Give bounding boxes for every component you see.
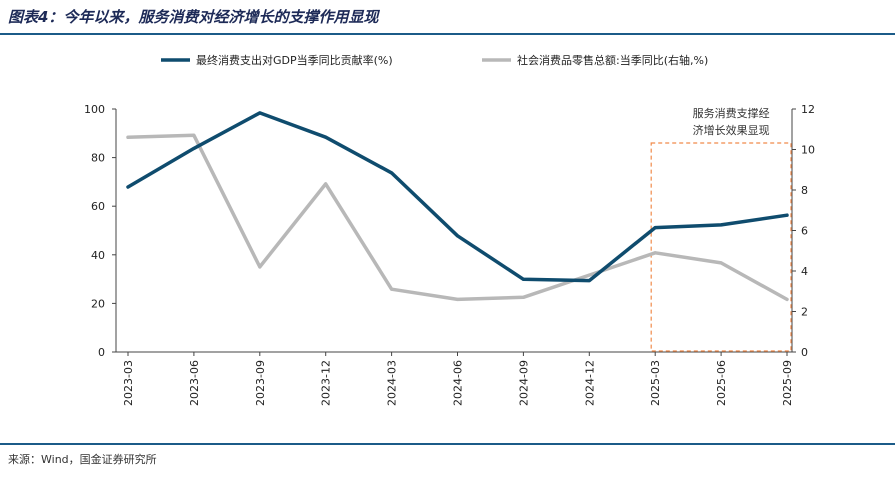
data-point-0 (192, 146, 196, 150)
data-point-0 (456, 234, 459, 238)
left-tick-label: 80 (91, 152, 105, 165)
data-point-1 (192, 133, 196, 137)
chart-title: 图表4：今年以来，服务消费对经济增长的支撑作用显现 (8, 8, 379, 26)
right-tick-label: 2 (801, 306, 808, 319)
data-point-0 (521, 277, 525, 281)
series-line-1 (126, 133, 789, 302)
axes: 0 20 40 60 80 100 0 2 4 6 8 10 12 2023-03 2023-06 2023-… (84, 103, 815, 406)
source-note: 来源：Wind，国金证券研究所 (8, 453, 157, 466)
data-point-0 (785, 213, 789, 217)
bottom-divider (0, 443, 895, 445)
x-tick-label: 2025-06 (715, 360, 728, 406)
data-point-1 (324, 182, 328, 186)
series-group (126, 111, 789, 302)
x-tick-label: 2025-09 (781, 360, 794, 406)
x-tick-label: 2024-06 (452, 360, 465, 406)
left-tick-label: 0 (98, 346, 105, 359)
x-tick-label: 2024-12 (583, 360, 596, 406)
right-tick-label: 10 (801, 144, 815, 157)
right-tick-label: 8 (801, 184, 808, 197)
right-tick-label: 12 (801, 103, 815, 116)
x-tick-label: 2023-03 (122, 360, 135, 406)
x-tick-label: 2024-09 (517, 360, 530, 406)
annotation-box (650, 142, 792, 352)
data-point-1 (785, 297, 789, 301)
annotation-text: 济增长效果显现 (693, 123, 770, 137)
left-tick-label: 40 (91, 249, 105, 262)
legend-label-1: 社会消费品零售总额:当季同比(右轴,%) (517, 53, 708, 67)
x-tick-label: 2024-03 (386, 360, 399, 406)
right-tick-label: 6 (801, 225, 808, 238)
data-point-1 (653, 251, 657, 255)
series-line-0 (126, 111, 789, 283)
data-point-1 (258, 265, 262, 269)
x-tick-label: 2023-12 (320, 360, 333, 406)
left-tick-label: 20 (91, 297, 105, 310)
data-point-0 (258, 111, 262, 115)
data-point-1 (456, 297, 459, 301)
top-divider (0, 33, 895, 35)
x-tick-label: 2023-09 (254, 360, 267, 406)
data-point-0 (587, 279, 591, 283)
data-point-0 (324, 135, 328, 139)
data-point-1 (719, 261, 723, 265)
data-point-1 (521, 295, 525, 299)
x-tick-label: 2023-06 (188, 360, 201, 406)
data-point-1 (126, 135, 130, 139)
data-point-0 (126, 185, 130, 189)
annotation-text: 服务消费支撑经 (693, 106, 770, 120)
right-tick-label: 0 (801, 346, 808, 359)
legend-label-0: 最终消费支出对GDP当季同比贡献率(%) (196, 53, 393, 67)
right-tick-label: 4 (801, 265, 808, 278)
x-tick-label: 2025-03 (649, 360, 662, 406)
data-point-1 (587, 273, 591, 277)
data-point-0 (653, 226, 657, 230)
left-tick-label: 60 (91, 200, 105, 213)
data-point-0 (390, 171, 394, 175)
data-point-0 (719, 223, 723, 227)
legend: 最终消费支出对GDP当季同比贡献率(%) 社会消费品零售总额:当季同比(右轴,%) (161, 53, 708, 67)
data-point-1 (390, 287, 394, 291)
left-tick-label: 100 (84, 103, 105, 116)
